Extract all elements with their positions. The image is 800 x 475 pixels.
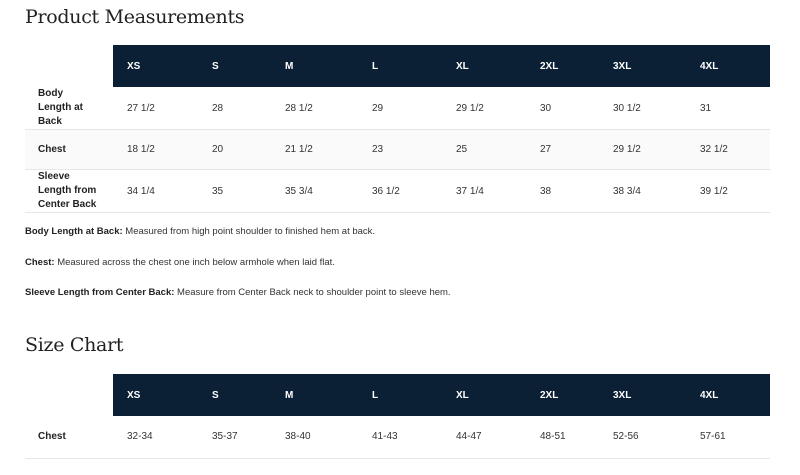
size-header: XS	[113, 374, 198, 416]
table-cell: 31	[686, 87, 770, 130]
table-row: Chest 18 1/2 20 21 1/2 23 25 27 29 1/2 3…	[25, 129, 770, 170]
table-cell: 30	[526, 87, 599, 130]
table-cell: 35-37	[198, 416, 271, 459]
table-cell: 18 1/2	[113, 129, 198, 170]
note-term: Body Length at Back:	[25, 226, 123, 237]
size-chart-title: Size Chart	[25, 334, 124, 356]
table-cell: 32 1/2	[686, 129, 770, 170]
note-text: Measure from Center Back neck to shoulde…	[174, 287, 451, 298]
size-header: XS	[113, 45, 198, 87]
row-label: Sleeve Length from Center Back	[25, 169, 113, 213]
note-text: Measured across the chest one inch below…	[54, 257, 335, 268]
table-cell: 27	[526, 129, 599, 170]
size-header: 2XL	[526, 45, 599, 87]
row-label: Chest	[25, 416, 113, 459]
size-header: S	[198, 45, 271, 87]
table-cell: 23	[358, 129, 442, 170]
table-cell: 48-51	[526, 416, 599, 459]
size-header: 3XL	[599, 374, 686, 416]
note-text: Measured from high point shoulder to fin…	[122, 226, 376, 237]
size-header: M	[271, 45, 358, 87]
table-cell: 28	[198, 87, 271, 130]
table-header-row: XS S M L XL 2XL 3XL 4XL	[25, 45, 770, 87]
table-row: Sleeve Length from Center Back 34 1/4 35…	[25, 169, 770, 213]
note-chest: Chest: Measured across the chest one inc…	[25, 257, 335, 268]
size-header: XL	[442, 374, 526, 416]
header-blank-cell	[25, 374, 113, 416]
size-header: L	[358, 374, 442, 416]
table-cell: 30 1/2	[599, 87, 686, 130]
table-cell: 41-43	[358, 416, 442, 459]
table-cell: 38	[526, 169, 599, 213]
table-cell: 37 1/4	[442, 169, 526, 213]
table-cell: 36 1/2	[358, 169, 442, 213]
row-label: Body Length at Back	[25, 87, 113, 130]
note-body-length: Body Length at Back: Measured from high …	[25, 226, 375, 237]
table-cell: 34 1/4	[113, 169, 198, 213]
table-cell: 29	[358, 87, 442, 130]
note-term: Chest:	[25, 257, 55, 268]
table-cell: 38 3/4	[599, 169, 686, 213]
size-header: 3XL	[599, 45, 686, 87]
table-cell: 20	[198, 129, 271, 170]
size-header: 4XL	[686, 45, 770, 87]
table-cell: 32-34	[113, 416, 198, 459]
size-header: 2XL	[526, 374, 599, 416]
table-cell: 57-61	[686, 416, 770, 459]
table-cell: 44-47	[442, 416, 526, 459]
table-row: Body Length at Back 27 1/2 28 28 1/2 29 …	[25, 87, 770, 130]
table-header-row: XS S M L XL 2XL 3XL 4XL	[25, 374, 770, 416]
table-cell: 21 1/2	[271, 129, 358, 170]
table-cell: 28 1/2	[271, 87, 358, 130]
size-header: M	[271, 374, 358, 416]
table-cell: 25	[442, 129, 526, 170]
size-header: XL	[442, 45, 526, 87]
table-cell: 29 1/2	[599, 129, 686, 170]
row-label: Chest	[25, 129, 113, 170]
header-blank-cell	[25, 45, 113, 87]
size-header: 4XL	[686, 374, 770, 416]
size-chart-table: XS S M L XL 2XL 3XL 4XL Chest 32-34 35-3…	[25, 374, 770, 459]
note-sleeve-length: Sleeve Length from Center Back: Measure …	[25, 287, 451, 298]
table-cell: 38-40	[271, 416, 358, 459]
table-cell: 35 3/4	[271, 169, 358, 213]
table-cell: 39 1/2	[686, 169, 770, 213]
measurements-table: XS S M L XL 2XL 3XL 4XL Body Length at B…	[25, 45, 770, 213]
table-cell: 35	[198, 169, 271, 213]
table-cell: 29 1/2	[442, 87, 526, 130]
note-term: Sleeve Length from Center Back:	[25, 287, 175, 298]
table-cell: 52-56	[599, 416, 686, 459]
table-row: Chest 32-34 35-37 38-40 41-43 44-47 48-5…	[25, 416, 770, 459]
size-header: L	[358, 45, 442, 87]
size-header: S	[198, 374, 271, 416]
product-measurements-title: Product Measurements	[25, 6, 245, 28]
table-cell: 27 1/2	[113, 87, 198, 130]
